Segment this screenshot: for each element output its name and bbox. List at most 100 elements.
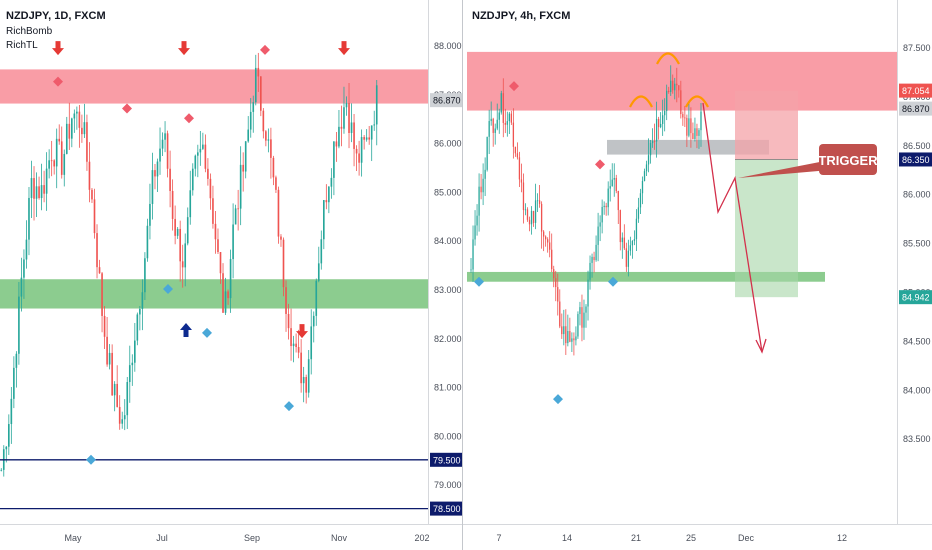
price-tag-label: 78.500 xyxy=(433,504,461,514)
candle xyxy=(262,110,265,132)
candle xyxy=(139,308,141,315)
candle xyxy=(307,359,310,393)
candle xyxy=(557,287,559,302)
candle xyxy=(338,126,340,147)
candle xyxy=(599,222,601,227)
candle xyxy=(300,352,302,384)
support-zone xyxy=(467,271,825,282)
candle xyxy=(146,225,149,259)
candle xyxy=(591,256,593,263)
candle xyxy=(573,338,575,341)
candle xyxy=(348,102,350,133)
candle xyxy=(98,267,101,274)
candle xyxy=(482,178,484,193)
candle xyxy=(478,186,480,216)
projection-arrow-icon xyxy=(755,338,767,354)
candle xyxy=(197,152,199,156)
candle xyxy=(50,160,53,162)
candle xyxy=(490,118,492,122)
candle xyxy=(315,280,318,316)
candle xyxy=(559,301,561,327)
candle xyxy=(629,245,632,251)
candle xyxy=(232,224,234,260)
candle xyxy=(63,153,66,175)
candle xyxy=(121,419,124,424)
trigger-pointer xyxy=(738,160,830,178)
candle xyxy=(25,239,28,260)
candle xyxy=(690,118,692,134)
y-tick-label: 80.000 xyxy=(434,431,462,441)
candle xyxy=(474,225,476,240)
candle xyxy=(581,307,583,328)
candle xyxy=(310,326,313,360)
candle xyxy=(674,83,676,91)
candle xyxy=(480,186,482,193)
candle xyxy=(516,153,519,158)
price-tag xyxy=(430,452,462,467)
candle xyxy=(106,336,108,365)
arrow-down-icon xyxy=(52,41,64,56)
candle xyxy=(684,117,686,119)
candle xyxy=(470,269,472,271)
candle xyxy=(518,157,521,180)
candle xyxy=(613,177,615,180)
candle xyxy=(530,210,533,225)
candle xyxy=(583,312,585,328)
candle xyxy=(60,141,63,175)
peak-marker xyxy=(260,44,270,55)
candle xyxy=(605,205,607,208)
candle xyxy=(239,164,242,209)
candle xyxy=(678,85,680,91)
x-tick-label: 7 xyxy=(496,533,501,543)
candle xyxy=(340,126,343,129)
trough-marker xyxy=(474,276,484,287)
candle xyxy=(297,347,300,353)
candle xyxy=(113,383,116,396)
candle xyxy=(38,186,40,199)
candle xyxy=(666,90,668,111)
price-tag xyxy=(430,501,462,516)
candle xyxy=(43,185,45,194)
candle xyxy=(23,259,25,278)
candle xyxy=(528,219,531,225)
candle xyxy=(484,169,486,179)
x-tick-label: Jul xyxy=(156,533,168,543)
candle xyxy=(619,210,621,243)
candle xyxy=(214,223,217,240)
candle xyxy=(659,123,662,128)
candle xyxy=(609,186,611,189)
candle xyxy=(224,291,227,313)
candle xyxy=(328,186,330,203)
candle xyxy=(664,110,666,116)
candle xyxy=(302,377,305,384)
candle xyxy=(637,207,640,219)
candle xyxy=(275,177,277,190)
candle xyxy=(103,315,106,337)
price-tag xyxy=(430,93,462,108)
candle xyxy=(207,168,209,179)
candle xyxy=(514,146,517,154)
candle xyxy=(40,185,43,199)
candle xyxy=(330,177,333,187)
candle xyxy=(144,258,146,293)
candle xyxy=(179,228,181,262)
candle xyxy=(526,209,529,220)
candle xyxy=(186,217,189,244)
stop-loss-box xyxy=(735,90,798,160)
candle xyxy=(123,415,126,420)
candle xyxy=(627,250,630,267)
candle xyxy=(131,362,134,366)
candle xyxy=(595,244,597,261)
candle xyxy=(249,111,252,130)
candle xyxy=(670,80,672,92)
candle xyxy=(520,179,523,183)
candle xyxy=(252,102,255,112)
price-tag-label: 87.054 xyxy=(902,86,930,96)
candle xyxy=(579,307,581,315)
candle xyxy=(290,328,292,347)
candle xyxy=(287,313,290,329)
candle xyxy=(668,90,670,92)
candle xyxy=(65,123,68,154)
candle xyxy=(617,191,619,211)
